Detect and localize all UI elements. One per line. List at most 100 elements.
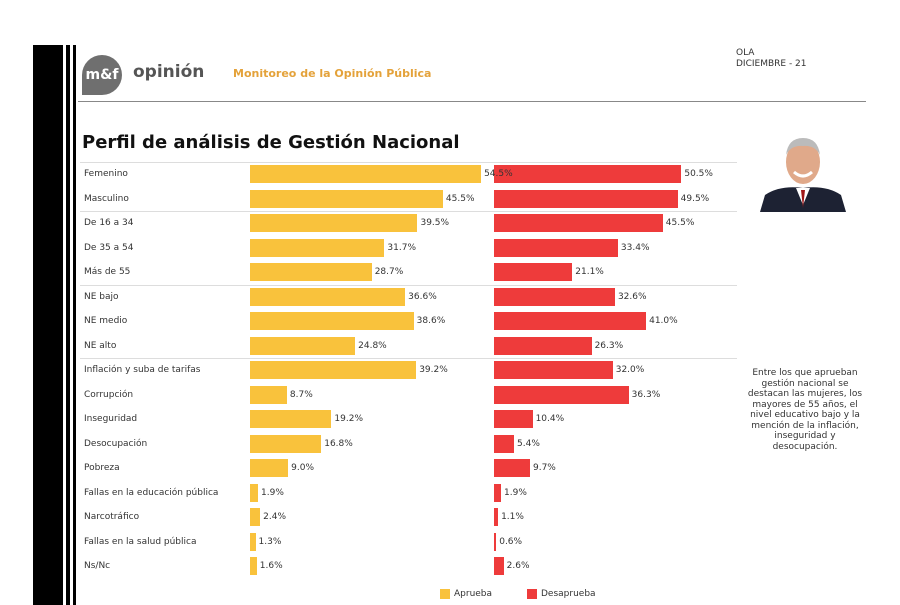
annotation-note: Entre los que aprueban gestión nacional … [747,368,863,452]
chart-top-line [80,162,737,163]
group-separator [80,284,737,286]
bar-desaprueba [494,557,504,575]
bar-aprueba [250,532,256,551]
value-label-aprueba: 31.7% [387,242,416,253]
category-label: Femenino [84,169,128,179]
bar-desaprueba [494,287,615,306]
value-label-aprueba: 9.0% [291,463,315,473]
bar-aprueba [250,361,417,379]
bar-aprueba [250,434,322,453]
value-label-desaprueba: 21.1% [575,267,604,277]
bar-aprueba [250,263,372,281]
category-label: Desocupación [84,438,148,449]
decor-stripe [33,45,63,605]
value-label-aprueba: 45.5% [445,193,475,204]
header-subtitle: Monitoreo de la Opinión Pública [233,67,432,80]
value-label-desaprueba: 32.0% [615,365,645,375]
wave-label: OLA [736,48,755,58]
category-label: Más de 55 [84,267,131,277]
value-label-aprueba: 36.6% [408,291,437,302]
bar-desaprueba [494,263,573,281]
category-label: NE medio [84,316,128,326]
value-label-desaprueba: 36.3% [631,389,661,400]
bar-aprueba [250,557,257,575]
value-label-aprueba: 38.6% [416,316,446,326]
bar-aprueba [250,459,289,477]
category-label: Inseguridad [84,414,138,424]
bar-aprueba [250,410,332,428]
bar-aprueba [250,165,482,183]
value-label-desaprueba: 50.5% [684,169,713,179]
category-label: Inflación y suba de tarifas [84,365,201,375]
group-separator [80,358,737,359]
value-label-desaprueba: 49.5% [680,193,710,204]
value-label-desaprueba: 41.0% [649,316,678,326]
wave-info: OLA DICIEMBRE - 21 [736,48,807,70]
portrait-photo [760,130,846,212]
category-label: NE alto [84,340,117,351]
category-label: De 16 a 34 [84,218,134,228]
category-label: Masculino [84,193,129,204]
category-label: Fallas en la educación pública [84,487,219,498]
bar-desaprueba [494,214,663,232]
value-label-aprueba: 1.6% [259,561,283,571]
bar-desaprueba [494,532,497,551]
value-label-aprueba: 39.5% [420,218,450,228]
bar-aprueba [250,312,414,330]
bar-aprueba [250,238,385,257]
bar-desaprueba [494,459,530,477]
category-label: Ns/Nc [84,561,111,571]
legend-swatch [440,589,450,599]
chart-title: Perfil de análisis de Gestión Nacional [82,132,460,153]
bar-desaprueba [494,483,502,502]
legend-label: Desaprueba [541,589,596,599]
value-label-desaprueba: 9.7% [532,463,556,473]
value-label-desaprueba: 1.9% [504,487,527,498]
value-label-desaprueba: 0.6% [499,536,523,547]
value-label-aprueba: 24.8% [358,340,387,351]
category-label: Fallas en la salud pública [84,536,197,547]
value-label-desaprueba: 2.6% [506,561,530,571]
decor-stripe [66,45,70,605]
group-separator [80,211,737,212]
bar-desaprueba [494,336,592,355]
bar-aprueba [250,483,259,502]
category-label: De 35 a 54 [84,242,134,253]
divider [78,101,866,102]
value-label-desaprueba: 5.4% [517,438,540,449]
value-label-desaprueba: 32.6% [617,291,647,302]
value-label-aprueba: 28.7% [374,267,404,277]
bar-desaprueba [494,508,499,526]
bar-aprueba [250,287,406,306]
bar-desaprueba [494,385,629,404]
legend-item-aprueba: Aprueba [440,589,492,599]
value-label-aprueba: 54.5% [484,169,513,179]
value-label-aprueba: 1.3% [258,536,282,547]
bar-aprueba [250,508,261,526]
category-label: NE bajo [84,291,119,302]
value-label-desaprueba: 10.4% [535,414,565,424]
value-label-aprueba: 19.2% [334,414,363,424]
bar-aprueba [250,336,356,355]
bar-desaprueba [494,312,647,330]
bar-aprueba [250,214,418,232]
bar-desaprueba [494,434,515,453]
legend-label: Aprueba [454,589,493,599]
decor-stripe [73,45,76,605]
bar-desaprueba [494,361,613,379]
wave-date: DICIEMBRE - 21 [736,59,807,69]
bar-desaprueba [494,189,678,208]
value-label-aprueba: 8.7% [289,389,313,400]
value-label-aprueba: 16.8% [324,438,353,449]
logo: m&f [82,55,122,95]
value-label-desaprueba: 1.1% [501,512,524,522]
bar-desaprueba [494,410,533,428]
legend-swatch [527,589,537,599]
bar-aprueba [250,385,287,404]
bar-desaprueba [494,165,682,183]
category-label: Pobreza [84,463,120,473]
value-label-aprueba: 39.2% [419,365,448,375]
bar-aprueba [250,189,443,208]
value-label-aprueba: 2.4% [263,512,287,522]
value-label-desaprueba: 45.5% [665,218,695,228]
